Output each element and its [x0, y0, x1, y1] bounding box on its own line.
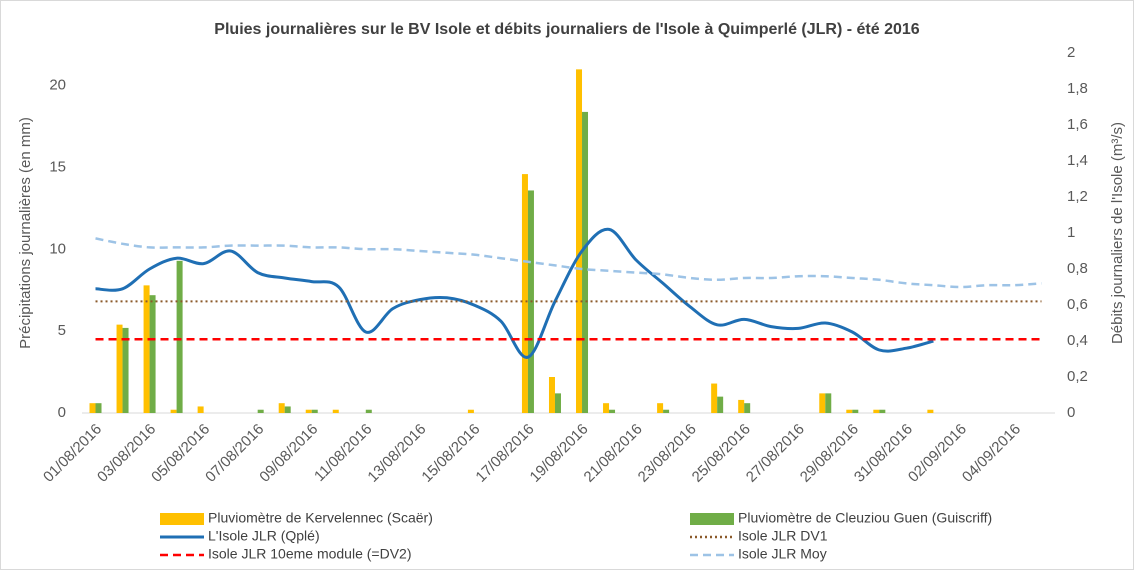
bar [116, 324, 123, 413]
bar [873, 409, 880, 413]
bar [95, 403, 102, 413]
bar [554, 393, 561, 413]
y-tick-label: 10 [49, 240, 66, 257]
legend-label: Isole JLR 10eme module (=DV2) [208, 546, 412, 562]
line [95, 237, 1042, 289]
bar [89, 403, 96, 413]
bar [582, 111, 589, 413]
legend-label: Pluviomètre de Cleuziou Guen (Guiscriff) [738, 510, 992, 526]
y2-tick-label: 0 [1067, 404, 1075, 421]
y-tick-label: 15 [49, 159, 66, 176]
y-tick-label: 5 [58, 322, 66, 339]
bar [176, 260, 183, 413]
y2-tick-label: 0,6 [1067, 296, 1088, 313]
bar [717, 396, 724, 413]
y2-tick-label: 0,8 [1067, 260, 1088, 277]
y2-tick-label: 0,2 [1067, 368, 1088, 385]
bar [819, 393, 826, 413]
legend-swatch [160, 513, 204, 525]
bar [365, 409, 372, 413]
bar [576, 69, 583, 413]
bar [521, 174, 528, 413]
legend-swatch [690, 513, 734, 525]
bar [284, 406, 291, 413]
bar [278, 403, 285, 413]
legend-label: Isole JLR DV1 [738, 528, 828, 544]
bar [603, 403, 610, 413]
bar [744, 403, 751, 413]
bar [332, 409, 339, 413]
y2-tick-label: 0,4 [1067, 332, 1088, 349]
bar [311, 409, 318, 413]
legend-label: L'Isole JLR (Qplé) [208, 528, 320, 544]
y-tick-label: 0 [58, 404, 66, 421]
bar [738, 399, 745, 413]
bar [467, 409, 474, 413]
bar [122, 327, 129, 413]
y-tick-label: 20 [49, 77, 66, 94]
y2-tick-label: 1,8 [1067, 80, 1088, 97]
bar [879, 409, 886, 413]
y2-tick-label: 1 [1067, 224, 1075, 241]
y2-tick-label: 1,2 [1067, 188, 1088, 205]
chart-title: Pluies journalières sur le BV Isole et d… [214, 21, 919, 38]
bar [846, 409, 853, 413]
y2-axis-label: Débits journaliers de l'Isole (m³/s) [1109, 122, 1126, 344]
legend-label: Pluviomètre de Kervelennec (Scaër) [208, 510, 433, 526]
bar [143, 285, 150, 413]
bar [548, 377, 555, 413]
bar [257, 409, 264, 413]
bar [149, 295, 156, 413]
y-axis-label: Précipitations journalières (en mm) [17, 117, 34, 349]
bar [609, 409, 616, 413]
line [95, 227, 934, 359]
y2-tick-label: 2 [1067, 44, 1075, 61]
bar [825, 393, 832, 413]
bar [663, 409, 670, 413]
bar [852, 409, 859, 413]
bar [711, 383, 718, 413]
bar [305, 409, 312, 413]
y2-tick-label: 1,6 [1067, 116, 1088, 133]
legend-label: Isole JLR Moy [738, 546, 827, 562]
bar [927, 409, 934, 413]
bar [197, 406, 204, 413]
bar [170, 409, 177, 413]
bar [657, 403, 664, 413]
y2-tick-label: 1,4 [1067, 152, 1088, 169]
